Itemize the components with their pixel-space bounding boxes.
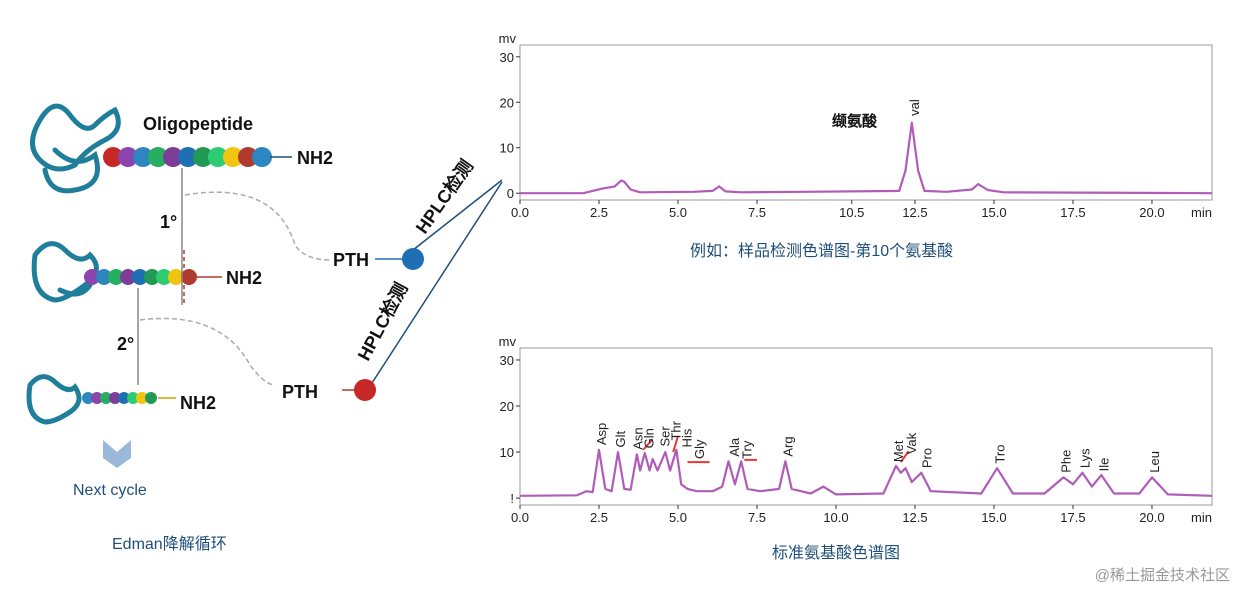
peak-label: Pro [920,448,935,468]
x-tick-label: 2.5 [590,205,608,220]
cycle-label: 1° [160,212,177,232]
y-tick-label: 30 [500,50,514,65]
chromatogram-line [519,448,1213,497]
peak-label: Try [740,440,755,459]
x-tick-label: 12.5 [902,510,927,525]
peak-label: Phe [1059,450,1074,473]
y-tick-label: 10 [500,141,514,156]
marker-line [642,438,654,451]
peak-label: Glt [613,430,628,447]
hplc-label: HPLC检测 [353,279,411,364]
peak-label: Lys [1078,448,1093,468]
watermark: @稀土掘金技术社区 [1095,567,1230,584]
nh2-label: NH2 [297,148,333,168]
nh2-label: NH2 [226,268,262,288]
caption: 例如：样品检测色谱图-第10个氨基酸 [690,242,953,260]
peak-label: Ile [1097,458,1112,472]
peak-annotation: 缬氨酸 [832,112,878,130]
x-tick-label: 5.0 [669,510,687,525]
y-tick-label: 30 [500,353,514,368]
y-axis-label: mv [499,334,517,349]
protein [31,241,99,303]
y-tick-label: 20 [500,95,514,110]
x-tick-label: 17.5 [1060,510,1085,525]
pth-label: PTH [333,250,369,270]
peak-label: Asp [594,423,609,445]
x-axis-label: min [1191,205,1212,220]
caption: Edman降解循环 [112,535,227,553]
x-tick-label: 0.0 [511,510,529,525]
peak-label: His [679,428,694,447]
cycle-label: 2° [117,334,134,354]
peak-label: Gln [642,428,657,448]
plot-frame [519,44,1213,201]
marker-line [899,450,910,463]
pth-red [354,379,376,401]
peak-label: Ser [657,426,672,447]
peak-label: Ala [727,437,742,457]
x-tick-label: 15.0 [981,510,1006,525]
peak-label: Arg [781,436,796,456]
marker-line [672,435,679,453]
caption: 标准氨基酸色谱图 [772,544,900,562]
protein-blobs [26,103,121,425]
oligopeptide-label: Oligopeptide [143,114,253,134]
peak-label: Thr [668,420,683,440]
x-tick-label: 10.5 [839,205,864,220]
x-tick-label: 10.0 [823,510,848,525]
x-tick-label: 2.5 [590,510,608,525]
plot-frame [519,347,1213,506]
y-tick-label: 0 [507,186,514,201]
y-tick-label: ! [510,491,514,506]
x-tick-label: 12.5 [902,205,927,220]
peak-label: Met [891,440,906,462]
nh2-label: NH2 [180,393,216,413]
pth-label: PTH [282,382,318,402]
x-tick-label: 20.0 [1139,205,1164,220]
x-tick-label: 5.0 [669,205,687,220]
x-tick-label: 7.5 [748,205,766,220]
protein [26,374,82,425]
protein [30,103,121,194]
beads [82,147,272,404]
peak-label: Gly [692,439,707,459]
y-axis-label: mv [499,31,517,46]
x-tick-label: 20.0 [1139,510,1164,525]
peak-label: Leu [1147,451,1162,473]
peak-label: Tro [992,445,1007,464]
y-tick-label: 20 [500,399,514,414]
connectors [103,156,503,468]
chromatogram-line [520,121,1213,195]
peak-label: val [907,99,922,116]
y-tick-label: 10 [500,445,514,460]
x-tick-label: 17.5 [1060,205,1085,220]
peak-label: Vak [904,432,919,454]
x-tick-label: 0.0 [511,205,529,220]
pth-blue [402,248,424,270]
peak-label: Asn [630,427,645,449]
next-cycle: Next cycle [73,482,147,499]
x-tick-label: 7.5 [748,510,766,525]
x-tick-label: 15.0 [981,205,1006,220]
x-axis-label: min [1191,510,1212,525]
